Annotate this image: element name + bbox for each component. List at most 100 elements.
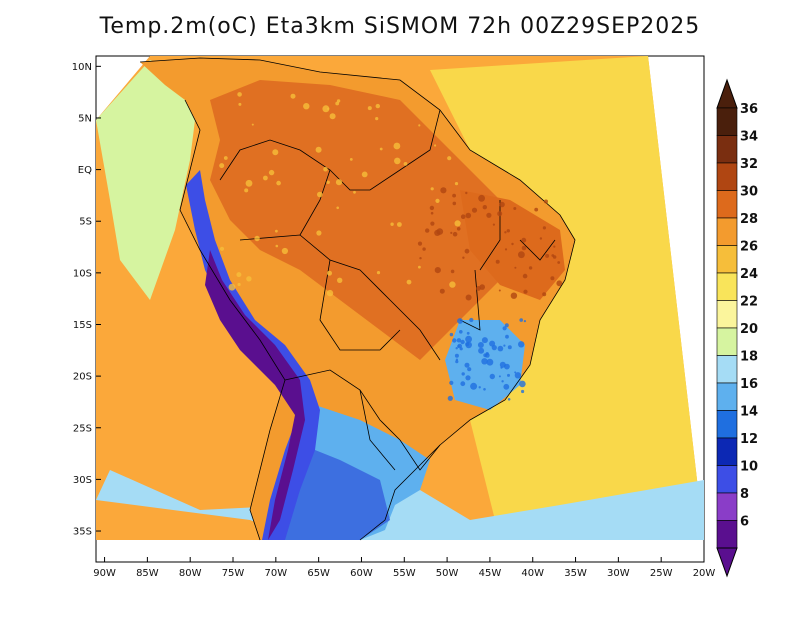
lat-tick-label: EQ: [78, 165, 92, 176]
speckle: [403, 162, 408, 166]
speckle: [505, 334, 509, 339]
speckle: [223, 156, 228, 160]
speckle: [477, 342, 484, 348]
speckle: [219, 163, 225, 169]
speckle: [237, 282, 241, 287]
lat-tick-label: 10N: [72, 62, 92, 73]
colorbar-label: 6: [740, 515, 749, 530]
speckle: [556, 280, 563, 287]
colorbar-label: 16: [740, 377, 758, 392]
speckle: [456, 338, 462, 343]
speckle: [246, 276, 252, 282]
speckle: [454, 220, 461, 227]
lat-tick-label: 35S: [73, 527, 92, 538]
speckle: [281, 247, 288, 255]
colorbar-swatch: [716, 355, 738, 384]
speckle: [419, 257, 422, 260]
speckle: [507, 373, 510, 377]
speckle: [326, 180, 330, 184]
speckle: [476, 286, 481, 291]
lon-tick-label: 35W: [564, 568, 587, 579]
speckle: [481, 358, 488, 365]
speckle: [452, 201, 457, 206]
speckle: [367, 106, 372, 111]
speckle: [393, 142, 401, 150]
speckle: [523, 320, 527, 323]
speckle: [322, 105, 330, 113]
speckle: [430, 221, 435, 226]
speckle: [447, 395, 453, 401]
speckle: [349, 158, 353, 161]
speckle: [397, 222, 402, 227]
speckle: [470, 382, 478, 390]
speckle: [251, 123, 254, 126]
speckle: [447, 156, 452, 161]
ocean-east: [430, 56, 704, 540]
speckle: [551, 254, 555, 257]
speckle: [228, 283, 236, 291]
speckle: [483, 388, 486, 391]
speckle: [430, 211, 434, 215]
speckle: [507, 345, 512, 350]
speckle: [460, 381, 466, 387]
speckle: [545, 253, 550, 258]
colorbar: 36 34 32 30 28 26 24 22 20 18 16 14 12 10 8 6: [716, 78, 758, 578]
speckle: [483, 353, 488, 358]
speckle: [557, 261, 561, 264]
speckle: [335, 101, 340, 106]
colorbar-label: 32: [740, 157, 758, 172]
speckle: [521, 237, 527, 243]
speckle: [326, 289, 334, 297]
speckle: [434, 144, 437, 147]
speckle: [478, 386, 481, 389]
speckle: [236, 272, 242, 278]
speckle: [275, 244, 279, 248]
speckle: [486, 358, 494, 366]
speckle: [417, 241, 423, 246]
lon-tick-label: 65W: [307, 568, 330, 579]
speckle: [519, 318, 523, 322]
speckle: [457, 318, 463, 324]
colorbar-label: 22: [740, 295, 758, 310]
speckle: [502, 326, 507, 331]
speckle: [455, 358, 458, 361]
speckle: [542, 226, 547, 230]
speckle: [504, 231, 507, 234]
speckle: [507, 398, 511, 401]
speckle: [489, 340, 496, 347]
speckle: [394, 157, 401, 165]
colorbar-swatch: [716, 520, 738, 549]
speckle: [450, 231, 453, 234]
lat-tick-label: 30S: [73, 475, 92, 486]
speckle: [539, 237, 543, 240]
speckle: [456, 227, 461, 231]
speckle: [465, 212, 472, 219]
colorbar-swatch: [716, 162, 738, 191]
speckle: [465, 335, 472, 343]
lon-tick-label: 60W: [350, 568, 373, 579]
speckle: [327, 270, 332, 276]
speckle: [353, 190, 356, 194]
speckle: [406, 279, 412, 285]
speckle: [503, 383, 510, 390]
colorbar-swatch: [716, 437, 738, 466]
colorbar-label: 14: [740, 405, 758, 420]
colorbar-swatch: [716, 492, 738, 521]
speckle: [544, 199, 548, 204]
speckle: [460, 214, 466, 219]
speckle: [478, 347, 485, 354]
speckle: [436, 228, 444, 235]
lat-tick-label: 25S: [73, 423, 92, 434]
speckle: [465, 341, 473, 349]
speckle: [464, 248, 470, 254]
lon-tick-label: 25W: [650, 568, 673, 579]
speckle: [316, 230, 322, 236]
speckle: [361, 171, 368, 178]
map-area: [96, 56, 704, 541]
colorbar-swatch: [716, 272, 738, 301]
colorbar-label: 18: [740, 350, 758, 365]
lon-tick-label: 90W: [93, 568, 116, 579]
speckle: [471, 207, 478, 213]
speckle: [504, 248, 508, 251]
